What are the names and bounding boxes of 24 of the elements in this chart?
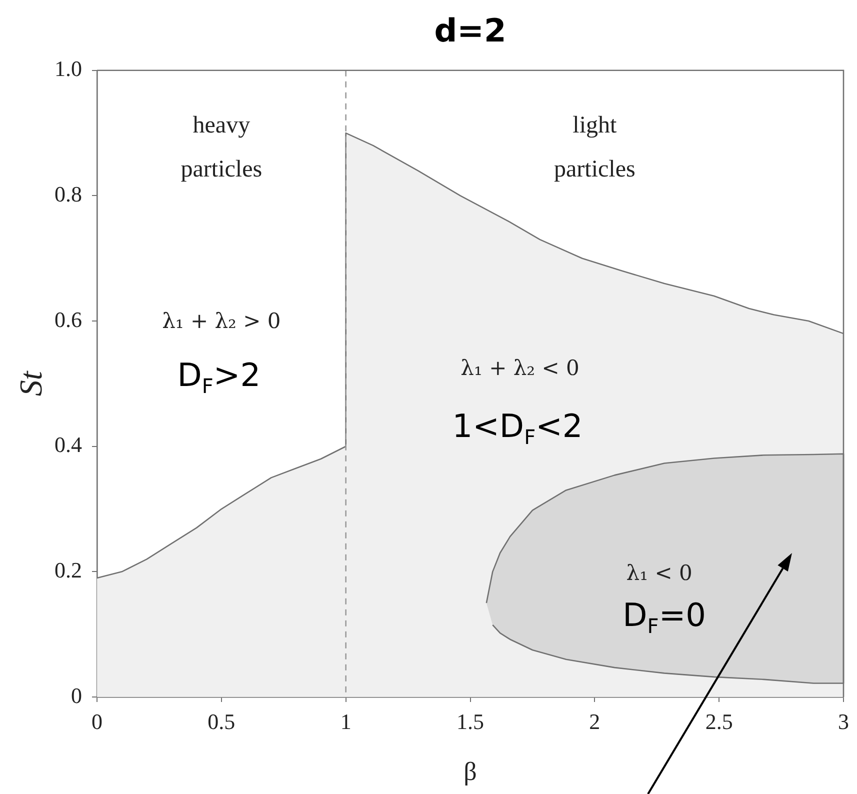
x-tick-label: 3 — [838, 708, 849, 734]
chart-title: d=2 — [434, 12, 506, 50]
x-tick-label: 2.5 — [705, 708, 733, 734]
x-tick-label: 1 — [340, 708, 352, 734]
x-tick-label: 0 — [92, 708, 102, 734]
y-tick-label: 0.2 — [54, 557, 82, 582]
y-axis-title: St — [12, 370, 49, 396]
x-tick-label: 0.5 — [208, 708, 236, 734]
y-tick-label: 0.4 — [54, 432, 82, 458]
annotation: heavy particles — [180, 112, 264, 186]
annotation: 1<D$_{F}$<2 — [452, 406, 583, 449]
annotation: D$_{F}$>2 — [177, 356, 261, 399]
annotation: light particles — [553, 112, 636, 186]
annotation: λ₁ + λ₂ < 0 — [460, 356, 580, 380]
annotation: λ₁ < 0 — [626, 560, 692, 585]
y-tick-label: 1.0 — [54, 56, 82, 82]
x-axis-title: β — [464, 757, 477, 786]
y-tick-label: 0.6 — [54, 306, 82, 332]
y-tick-label: 0 — [71, 682, 82, 708]
y-tick-label: 0.8 — [54, 182, 82, 206]
annotation: D$_{F}$=0 — [622, 596, 706, 638]
x-tick-label: 1.5 — [456, 708, 484, 734]
x-tick-label: 2 — [589, 708, 600, 734]
annotation: λ₁ + λ₂ > 0 — [162, 309, 281, 334]
